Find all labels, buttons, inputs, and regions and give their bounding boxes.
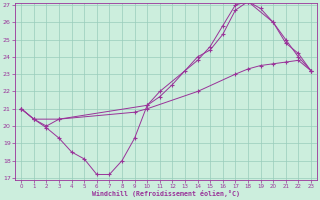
X-axis label: Windchill (Refroidissement éolien,°C): Windchill (Refroidissement éolien,°C) [92, 190, 240, 197]
